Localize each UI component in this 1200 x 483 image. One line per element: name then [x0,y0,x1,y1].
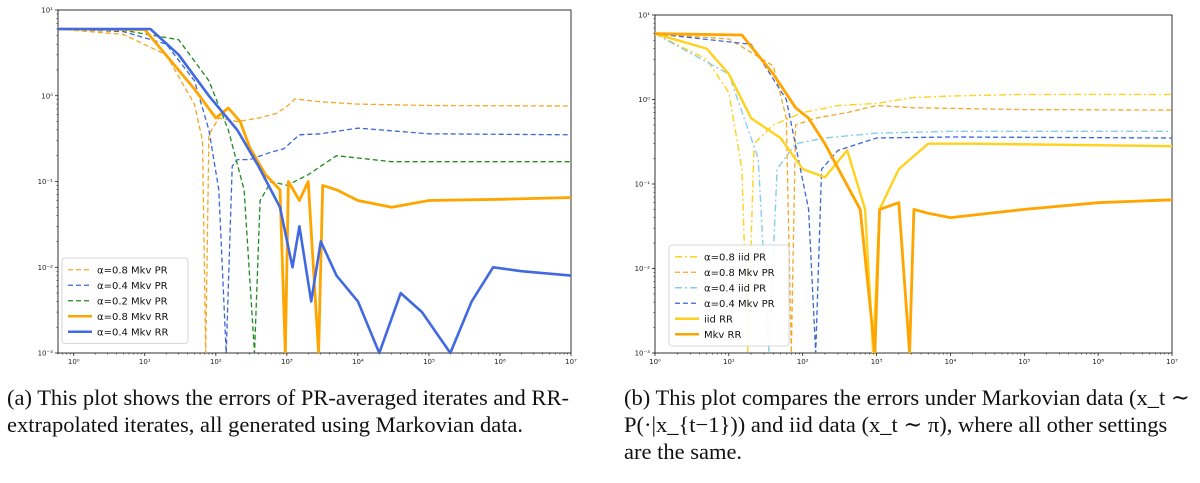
series-line-3 [655,33,1172,353]
x-tick-label: 10³ [281,358,293,366]
x-tick-label: 10⁶ [1092,358,1104,366]
legend-label: α=0.8 Mkv PR [97,265,168,276]
panel-b: 10⁰ 10¹ 10² 10³ 10⁴ 10⁵ 10⁶ 10⁷ 10⁻³ 10⁻² 10⁻¹ 10⁰ 1… [610,0,1200,483]
x-tick-label: 10⁴ [352,358,364,366]
panel-a: 10⁰ 10¹ 10² 10³ 10⁴ 10⁵ 10⁶ 10⁷ 10⁻³ 10⁻² 10⁻¹ 10⁰ 1… [0,0,580,483]
x-tick-label: 10⁰ [649,358,661,366]
x-tick-label: 10⁵ [423,358,435,366]
legend-label: α=0.4 Mkv PR [97,281,168,292]
y-tick-label: 10⁻² [38,264,54,272]
legend-label: α=0.4 Mkv PR [704,299,775,310]
y-tick-label: 10⁻¹ [635,181,651,189]
legend-box [668,244,790,347]
legend-label: α=0.8 Mkv PR [704,268,775,279]
y-tick-label: 10⁻¹ [38,178,54,186]
x-tick-label: 10⁷ [565,358,577,366]
y-tick-label: 10¹ [41,7,53,15]
series-line-1 [655,33,1172,353]
x-tick-label: 10² [210,358,222,366]
caption-a: (a) This plot shows the errors of PR-ave… [7,385,569,437]
x-tick-label: 10¹ [139,358,151,366]
x-tick-label: 10³ [871,358,883,366]
series-line-0 [58,28,571,353]
series-line-2 [58,28,571,353]
y-tick-label: 10⁰ [41,92,53,100]
series-line-1 [58,28,571,353]
x-tick-label: 10¹ [723,358,735,366]
x-tick-label: 10⁰ [68,358,80,366]
x-tick-label: 10⁷ [1166,358,1178,366]
series-line-4 [655,32,1172,353]
caption-b: (b) This plot compares the errors under … [624,385,1190,464]
series-line-5 [655,32,1172,353]
chart-a-plot: 10⁰ 10¹ 10² 10³ 10⁴ 10⁵ 10⁶ 10⁷ 10⁻³ 10⁻² 10⁻¹ 10⁰ 1… [38,7,577,367]
y-tick-label: 10⁻² [635,265,651,273]
series-line-0 [655,33,1172,353]
y-tick-label: 10⁰ [638,96,650,104]
x-tick-label: 10⁶ [494,358,506,366]
legend-label: α=0.4 Mkv RR [97,327,169,338]
y-tick-label: 10¹ [638,12,650,20]
legend-label: α=0.8 iid PR [704,252,766,263]
x-tick-label: 10⁴ [945,358,957,366]
y-tick-label: 10⁻³ [635,350,651,358]
series-line-3 [58,27,571,353]
chart-b-plot: 10⁰ 10¹ 10² 10³ 10⁴ 10⁵ 10⁶ 10⁷ 10⁻³ 10⁻² 10⁻¹ 10⁰ 1… [635,12,1178,367]
legend-label: α=0.4 iid PR [704,283,766,294]
y-tick-label: 10⁻³ [38,350,54,358]
legend-label: α=0.2 Mkv PR [97,296,168,307]
legend-box [61,257,189,344]
x-tick-label: 10⁵ [1018,358,1030,366]
x-tick-label: 10² [797,358,809,366]
legend-label: iid RR [704,314,733,325]
legend-label: α=0.8 Mkv RR [97,312,169,323]
legend-label: Mkv RR [704,330,741,341]
series-line-4 [58,27,571,353]
